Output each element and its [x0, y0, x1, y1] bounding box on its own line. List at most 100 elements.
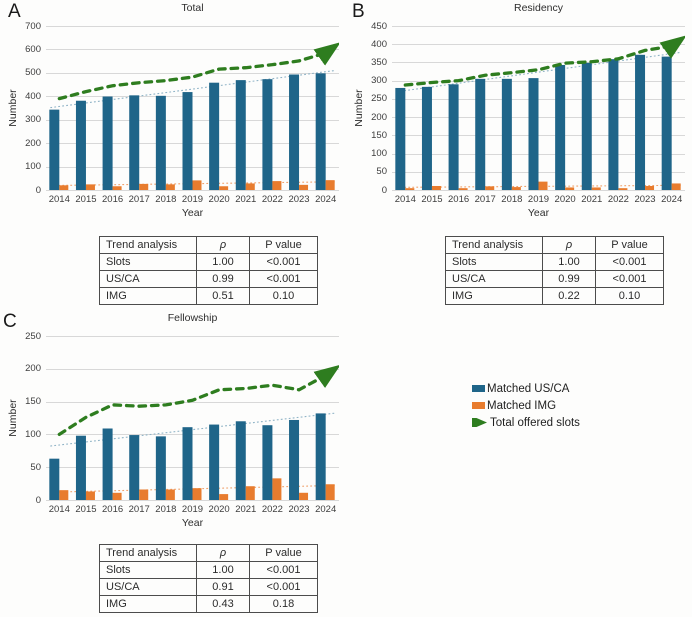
x-tick-label: 2019 — [181, 194, 204, 205]
chart-title-residency: Residency — [513, 2, 564, 14]
y-tick-label: 300 — [25, 114, 41, 126]
bar-img — [112, 186, 122, 190]
legend-label: Total offered slots — [490, 416, 580, 429]
bar-img — [85, 491, 95, 500]
y-tick-label: 200 — [25, 363, 41, 375]
x-tick-label: 2017 — [128, 194, 150, 205]
x-tick-label: 2018 — [501, 194, 523, 205]
bar-us-ca — [289, 419, 300, 500]
table-row: IMG 0.22 0.10 — [445, 287, 664, 305]
panel-letter-c: C — [3, 311, 17, 332]
y-tick-label: 50 — [376, 166, 387, 178]
bar-img — [538, 181, 548, 190]
x-tick-label: 2014 — [48, 194, 70, 205]
x-tick-label: 2023 — [288, 504, 310, 515]
bars — [49, 413, 335, 500]
bar-img — [139, 489, 149, 500]
bar-img — [511, 187, 521, 190]
y-tick-label: 50 — [30, 461, 41, 473]
trend-table-residency: Trend analysis ρ P value Slots 1.00 <0.001 US/… — [445, 236, 664, 305]
bar-us-ca — [608, 59, 619, 190]
bar-us-ca — [315, 413, 326, 500]
x-axis-ticks: 2014 2015 2016 2017 2018 2019 2020 2021 2022 2023… — [0, 194, 346, 206]
x-tick-label: 2016 — [448, 194, 470, 205]
legend-label: Matched IMG — [487, 399, 557, 412]
bar-img — [325, 484, 335, 500]
bar-us-ca — [209, 424, 220, 500]
y-tick-label: 350 — [371, 56, 387, 68]
table-header-row: Trend analysis ρ P value — [99, 544, 318, 562]
trend-table-header: Trend analysis — [99, 236, 197, 254]
trend-table-header: Trend analysis — [99, 544, 197, 562]
bar-us-ca — [289, 74, 300, 190]
bar-img — [431, 185, 441, 190]
trend-table-header: P value — [249, 544, 318, 562]
bar-us-ca — [262, 79, 273, 190]
y-tick-label: 200 — [371, 111, 387, 123]
bar-chart-residency — [392, 26, 685, 191]
table-cell: IMG — [99, 287, 197, 305]
trend-table-header: ρ — [196, 236, 250, 254]
x-tick-label: 2017 — [474, 194, 496, 205]
table-cell: Slots — [445, 253, 543, 271]
bar-us-ca — [235, 421, 246, 500]
y-axis-ticks: 0 50 100 150 200 250 — [0, 310, 41, 510]
x-tick-label: 2021 — [235, 194, 257, 205]
bar-us-ca — [129, 435, 140, 500]
table-cell: IMG — [445, 287, 543, 305]
bar-us-ca — [421, 86, 432, 190]
bar-us-ca — [102, 96, 113, 190]
bar-img — [671, 183, 681, 190]
x-tick-label: 2022 — [607, 194, 629, 205]
bar-us-ca — [555, 64, 566, 190]
matched-usca-swatch-icon — [472, 385, 485, 392]
bar-us-ca — [528, 78, 539, 190]
bar-img — [192, 488, 202, 500]
bar-img — [272, 478, 282, 500]
bar-us-ca — [155, 436, 166, 500]
trend-table-header: ρ — [542, 236, 596, 254]
bar-us-ca — [315, 73, 326, 190]
bar-us-ca — [102, 428, 113, 500]
y-tick-label: 250 — [371, 93, 387, 105]
table-cell: 0.18 — [249, 595, 318, 613]
table-cell: Slots — [99, 253, 197, 271]
x-tick-label: 2016 — [102, 504, 124, 515]
x-tick-label: 2018 — [155, 504, 177, 515]
table-cell: 0.51 — [196, 287, 250, 305]
bar-img — [192, 180, 202, 190]
table-cell: Slots — [99, 561, 197, 579]
table-cell: <0.001 — [249, 578, 318, 596]
table-cell: <0.001 — [249, 561, 318, 579]
chart-title-fellowship: Fellowship — [167, 312, 218, 324]
bar-us-ca — [155, 95, 166, 190]
bar-img — [139, 183, 149, 190]
y-tick-label: 100 — [25, 428, 41, 440]
x-tick-label: 2022 — [261, 194, 283, 205]
slots-trend-line — [403, 35, 685, 87]
bar-img — [59, 185, 69, 190]
x-tick-label: 2020 — [208, 504, 230, 515]
x-tick-label: 2021 — [581, 194, 603, 205]
x-axis-ticks: 2014 2015 2016 2017 2018 2019 2020 2021 2022 2023… — [0, 504, 346, 516]
x-tick-label: 2014 — [394, 194, 416, 205]
x-axis-label: Year — [181, 517, 204, 529]
legend-item-matched-usca: Matched US/CA — [472, 380, 580, 397]
table-cell: US/CA — [99, 270, 197, 288]
y-axis-ticks: 0 50 100 150 200 250 300 350 400 450 — [346, 0, 387, 200]
panel-total: A Total Number 0 100 200 300 400 500 600 700 20… — [0, 0, 346, 230]
bar-img — [245, 183, 255, 190]
y-tick-label: 100 — [371, 148, 387, 160]
y-axis-ticks: 0 100 200 300 400 500 600 700 — [0, 0, 41, 200]
table-header-row: Trend analysis ρ P value — [99, 236, 318, 254]
x-tick-label: 2017 — [128, 504, 150, 515]
y-tick-label: 0 — [35, 494, 41, 506]
legend-label: Matched US/CA — [487, 382, 570, 395]
bar-img — [299, 184, 309, 190]
y-tick-label: 700 — [25, 20, 41, 32]
bar-us-ca — [209, 82, 220, 190]
legend: Matched US/CA Matched IMG Total offered … — [472, 380, 580, 431]
y-tick-label: 450 — [371, 20, 387, 32]
bar-img — [591, 187, 601, 190]
